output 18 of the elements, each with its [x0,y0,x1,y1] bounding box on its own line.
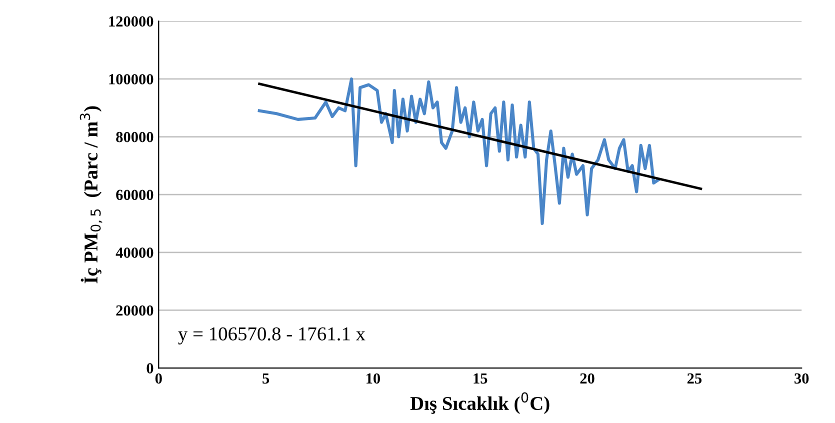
y-tick-label: 0 [146,363,154,374]
x-tick-label: 10 [366,373,380,384]
x-axis-title: Dış Sıcaklık ($^{0}$C) [410,392,550,414]
y-tick-label: 100000 [109,74,154,84]
y-tick-label: 60000 [116,190,154,200]
x-tick-label: 25 [687,373,702,384]
line-series [258,77,660,226]
x-tick-label: 15 [474,373,488,384]
annotation: y = 106570.8 - 1761.1 x [178,327,366,344]
y-axis-title: İç PM$_{0,5}$ (Parc / m$^{3}$) [80,106,102,284]
y-tick-label: 20000 [116,305,154,316]
y-tick-label: 40000 [116,248,154,258]
x-tick-label: 20 [580,373,594,384]
x-tick-label: 30 [794,373,809,384]
y-tick-label: 80000 [116,132,154,142]
x-tick-label: 5 [262,373,270,384]
x-tick-label: 0 [155,373,162,384]
y-tick-label: 120000 [109,16,154,27]
